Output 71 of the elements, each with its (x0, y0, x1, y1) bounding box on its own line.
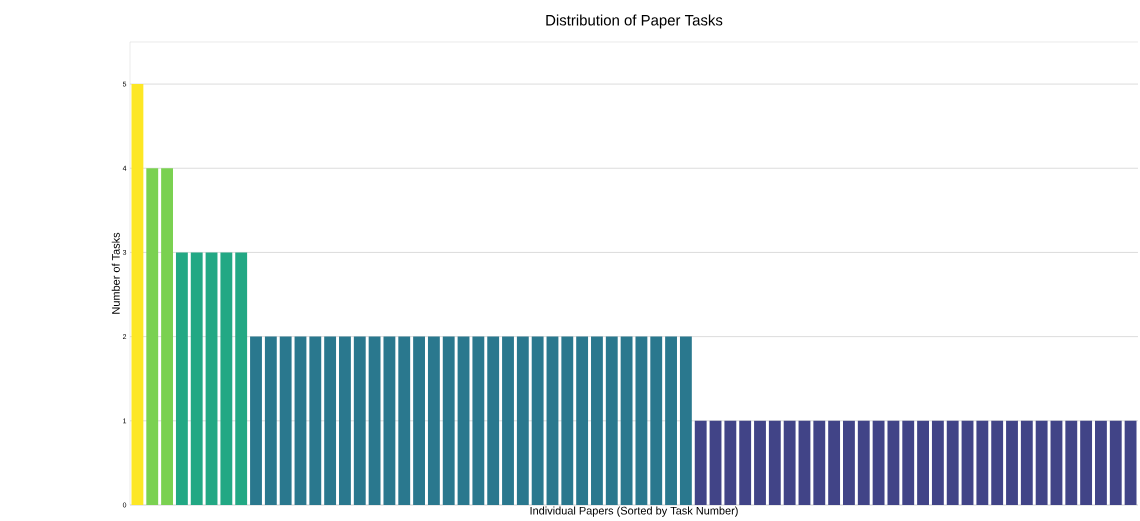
bar (931, 420, 944, 505)
bar (1109, 420, 1122, 505)
bar (250, 336, 262, 505)
bar (798, 420, 811, 505)
bar (961, 420, 974, 505)
bar (828, 420, 841, 505)
bar (783, 420, 796, 505)
bar (1080, 420, 1093, 505)
bar (502, 336, 514, 505)
bar (976, 420, 989, 505)
bar (902, 420, 915, 505)
bar (472, 336, 485, 505)
chart-title: Distribution of Paper Tasks (546, 14, 723, 29)
bar (917, 420, 929, 505)
bar (991, 420, 1004, 505)
bar (339, 336, 351, 505)
bar (605, 336, 618, 505)
bar (754, 420, 766, 505)
bar (442, 336, 455, 505)
bar (161, 168, 173, 505)
bar (650, 336, 663, 505)
bar (353, 336, 366, 505)
bar (709, 420, 722, 505)
bar (665, 336, 677, 505)
bar (516, 336, 529, 505)
bar (457, 336, 470, 505)
bar (635, 336, 648, 505)
bar (679, 336, 692, 505)
bar (620, 336, 633, 505)
bar (383, 336, 396, 505)
y-axis-title: Number of Tasks (111, 232, 120, 314)
bar (946, 420, 959, 505)
bar (739, 420, 752, 505)
bar (324, 336, 337, 505)
bar (1050, 420, 1063, 505)
bar (413, 336, 425, 505)
bar (368, 336, 381, 505)
bar (427, 336, 440, 505)
bar (175, 252, 188, 505)
bar (576, 336, 589, 505)
bar (1124, 420, 1137, 505)
bar (205, 252, 218, 505)
bar (398, 336, 411, 505)
bar (264, 336, 277, 505)
bar (1065, 420, 1078, 505)
bar (887, 420, 900, 505)
bar (309, 336, 322, 505)
bar (768, 420, 781, 505)
bar (872, 420, 885, 505)
bar (591, 336, 603, 505)
bar (843, 420, 855, 505)
bar (1035, 420, 1048, 505)
bar (1095, 420, 1107, 505)
bar (857, 420, 870, 505)
bar (694, 420, 707, 505)
bar (1006, 420, 1018, 505)
bar (220, 252, 233, 505)
bar (531, 336, 544, 505)
bar (813, 420, 826, 505)
bar (546, 336, 559, 505)
x-axis-title: Individual Papers (Sorted by Task Number) (530, 506, 738, 517)
bar (146, 168, 159, 505)
bar (487, 336, 500, 505)
bar (294, 336, 307, 505)
bar (724, 420, 737, 505)
bar (1020, 420, 1033, 505)
bar (131, 84, 144, 505)
bar (561, 336, 574, 505)
bar (235, 252, 248, 505)
bar (190, 252, 203, 505)
bar (279, 336, 292, 505)
